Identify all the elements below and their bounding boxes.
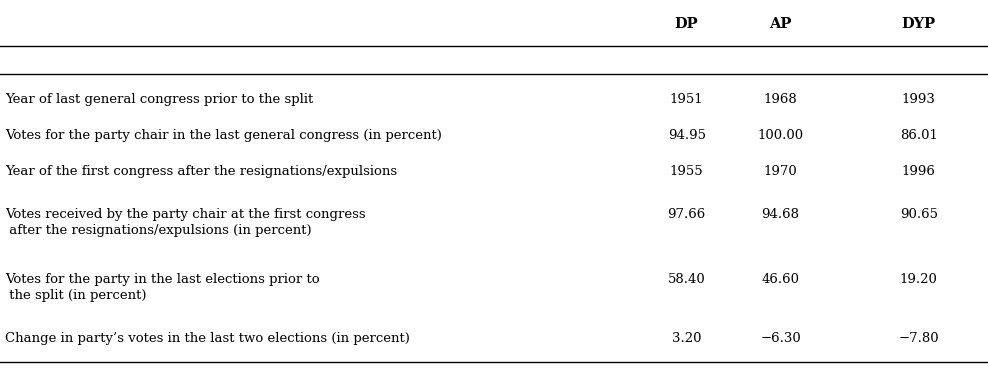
Text: Votes for the party chair in the last general congress (in percent): Votes for the party chair in the last ge…: [5, 129, 442, 142]
Text: 1993: 1993: [902, 93, 936, 106]
Text: DP: DP: [675, 17, 699, 31]
Text: 1951: 1951: [670, 93, 703, 106]
Text: 46.60: 46.60: [762, 273, 799, 286]
Text: 97.66: 97.66: [668, 208, 705, 221]
Text: 1996: 1996: [902, 165, 936, 178]
Text: Year of last general congress prior to the split: Year of last general congress prior to t…: [5, 93, 313, 106]
Text: 1968: 1968: [764, 93, 797, 106]
Text: 19.20: 19.20: [900, 273, 938, 286]
Text: Votes for the party in the last elections prior to: Votes for the party in the last election…: [5, 273, 319, 286]
Text: −6.30: −6.30: [760, 332, 801, 345]
Text: after the resignations/expulsions (in percent): after the resignations/expulsions (in pe…: [5, 224, 311, 237]
Text: the split (in percent): the split (in percent): [5, 289, 146, 302]
Text: 86.01: 86.01: [900, 129, 938, 142]
Text: 3.20: 3.20: [672, 332, 701, 345]
Text: Change in party’s votes in the last two elections (in percent): Change in party’s votes in the last two …: [5, 332, 410, 345]
Text: Year of the first congress after the resignations/expulsions: Year of the first congress after the res…: [5, 165, 397, 178]
Text: 1955: 1955: [670, 165, 703, 178]
Text: 90.65: 90.65: [900, 208, 938, 221]
Text: 94.68: 94.68: [762, 208, 799, 221]
Text: 94.95: 94.95: [668, 129, 705, 142]
Text: −7.80: −7.80: [898, 332, 940, 345]
Text: 58.40: 58.40: [668, 273, 705, 286]
Text: AP: AP: [770, 17, 791, 31]
Text: Votes received by the party chair at the first congress: Votes received by the party chair at the…: [5, 208, 366, 221]
Text: 100.00: 100.00: [758, 129, 803, 142]
Text: 1970: 1970: [764, 165, 797, 178]
Text: DYP: DYP: [902, 17, 936, 31]
